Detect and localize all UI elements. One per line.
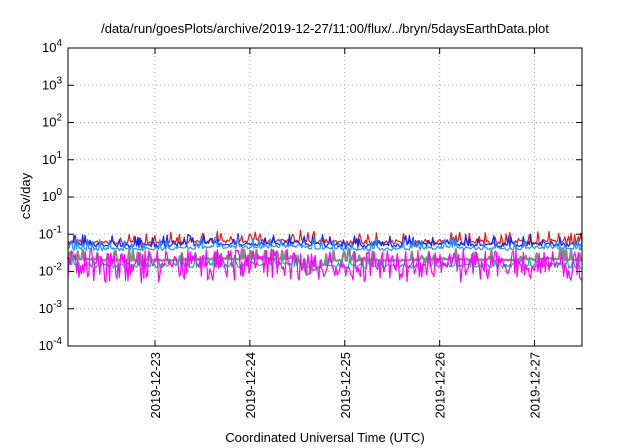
axes: 10-4 10-3 10-2 10-1 100 101 102 103 104 2019-12-2… <box>39 38 583 419</box>
y-tick-label: 100 <box>42 187 62 204</box>
x-axis-label: Coordinated Universal Time (UTC) <box>225 430 424 445</box>
grid <box>68 48 582 346</box>
y-tick-label: 10-3 <box>39 299 63 316</box>
series-line <box>67 248 583 284</box>
y-tick-label: 10-1 <box>39 224 63 241</box>
y-tick-label: 10-2 <box>39 262 63 279</box>
y-axis-label: cSv/day <box>18 172 33 219</box>
x-tick-label: 2019-12-24 <box>243 352 258 419</box>
x-tick-label: 2019-12-26 <box>433 352 448 419</box>
series-layer <box>66 229 583 284</box>
y-tick-label: 104 <box>42 38 62 55</box>
x-tick-label: 2019-12-25 <box>338 352 353 419</box>
plot-frame <box>67 47 583 347</box>
chart-title: /data/run/goesPlots/archive/2019-12-27/1… <box>101 21 549 36</box>
series-line <box>67 236 583 252</box>
y-tick-label: 10-4 <box>39 336 63 353</box>
x-tick-label: 2019-12-23 <box>148 352 163 419</box>
y-tick-label: 102 <box>42 113 62 130</box>
y-tick-label: 101 <box>42 150 62 167</box>
y-tick-label: 103 <box>42 75 62 92</box>
x-tick-label: 2019-12-27 <box>528 352 543 419</box>
